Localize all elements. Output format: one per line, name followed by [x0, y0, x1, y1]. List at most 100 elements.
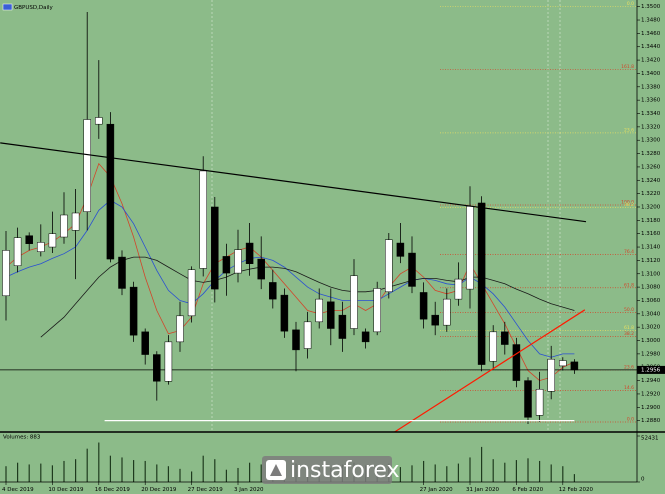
candle-body: [512, 344, 521, 381]
fib-label: 50.0: [624, 307, 634, 313]
volume-bar: [550, 464, 552, 482]
candle-body: [419, 292, 428, 320]
y-tick-label: 1.2880: [641, 418, 661, 424]
volume-bar: [202, 455, 204, 482]
volume-bar: [40, 463, 42, 482]
candle-body: [234, 249, 242, 274]
y-tick-label: 1.3140: [641, 245, 661, 251]
watermark: instaforex: [262, 456, 400, 484]
candle-body: [280, 294, 289, 332]
x-tick-label: 10 Dec 2019: [48, 487, 84, 493]
candle-body: [222, 256, 231, 274]
volume-bar: [191, 471, 193, 482]
symbol-icon: [2, 3, 13, 11]
fib-label: 23.6: [624, 364, 634, 370]
volume-bar: [214, 459, 216, 482]
watermark-text: instaforex: [290, 458, 400, 483]
y-tick-label: 1.3300: [641, 138, 661, 144]
candle-body: [303, 321, 312, 349]
candle-body: [176, 315, 184, 343]
candle-body: [570, 361, 579, 371]
volume-bar: [98, 442, 100, 482]
y-tick-label: 1.3420: [641, 58, 661, 64]
volume-bar: [504, 462, 506, 482]
y-tick-label: 1.3080: [641, 285, 661, 291]
chart-title: GBPUSD,Daily: [14, 5, 54, 11]
indicator-line: [40, 256, 575, 338]
candle-body: [338, 314, 347, 339]
candle-body: [25, 235, 33, 244]
x-tick-label: 6 Feb 2020: [512, 487, 543, 493]
volume-bar: [5, 466, 7, 482]
fib-label: 14.6: [624, 385, 634, 391]
candle-body: [257, 258, 265, 280]
volume-bar: [86, 448, 88, 482]
x-tick-label: 27 Dec 2019: [188, 487, 224, 493]
candle-body: [48, 233, 57, 248]
y-tick-label: 1.3200: [641, 204, 661, 210]
volume-bar: [51, 465, 53, 482]
trendline: [394, 309, 586, 433]
volume-bar: [539, 460, 541, 482]
fib-label: 61.8: [624, 325, 634, 331]
volume-bar: [156, 464, 158, 482]
y-tick-label: 1.3340: [641, 111, 661, 117]
y-tick-label: 1.3040: [641, 311, 661, 317]
volume-bar: [179, 468, 181, 482]
candle-body: [292, 329, 300, 351]
candle-body: [327, 301, 335, 329]
volume-bar: [144, 460, 146, 482]
x-tick-label: 16 Dec 2019: [95, 487, 131, 493]
volume-bar: [562, 466, 564, 482]
y-tick-label: 1.3400: [641, 71, 661, 77]
candle-body: [350, 275, 358, 329]
candle-body: [83, 119, 91, 212]
y-tick-label: 1.2940: [641, 378, 661, 384]
candle-body: [199, 170, 207, 269]
volume-bar: [469, 457, 471, 482]
price-marker: [637, 365, 665, 374]
volume-bar: [423, 460, 425, 482]
candle-body: [524, 380, 532, 418]
candle-body: [37, 242, 45, 252]
candle-body: [106, 123, 115, 260]
y-tick-label: 1.2900: [641, 405, 661, 411]
volume-bar: [249, 462, 251, 482]
fib-label: 100.0: [621, 199, 634, 205]
candle-body: [118, 256, 126, 289]
candle-body: [164, 341, 173, 382]
y-tick-label: 1.3100: [641, 271, 661, 277]
candle-body: [129, 286, 138, 336]
candle-body: [477, 202, 486, 365]
candle-body: [385, 239, 393, 293]
candle-body: [71, 212, 80, 231]
x-tick-label: 3 Jan 2020: [234, 487, 264, 493]
fib-label: 0.0: [627, 416, 634, 422]
x-tick-label: 31 Jan 2020: [466, 487, 499, 493]
candle-body: [361, 331, 370, 343]
volume-bar: [133, 460, 135, 482]
candle-body: [211, 206, 219, 290]
fib-label: 38.2: [624, 331, 634, 337]
volume-bar: [167, 466, 169, 482]
candle-body: [501, 331, 509, 345]
candle-body: [431, 314, 439, 326]
candle-body: [489, 331, 497, 362]
trendline: [0, 142, 587, 223]
volume-bar: [237, 467, 239, 482]
candle-body: [396, 242, 405, 257]
y-tick-label: 1.2920: [641, 391, 661, 397]
candle-body: [443, 298, 451, 326]
y-tick-label: 1.3120: [641, 258, 661, 264]
y-tick-label: 1.3240: [641, 178, 661, 184]
price-panel: 161.8 100.0 76.4 61.8 50.0 38.2 23.6 14.6 0.0 0.0…: [0, 1, 637, 433]
candle-body: [269, 282, 277, 300]
candle-body: [547, 358, 555, 392]
volume-bar: [573, 474, 575, 482]
candle-body: [454, 278, 463, 300]
fib-label: 161.8: [621, 64, 634, 70]
y-tick-label: 1.3160: [641, 231, 661, 237]
y-tick-label: 1.3320: [641, 124, 661, 130]
